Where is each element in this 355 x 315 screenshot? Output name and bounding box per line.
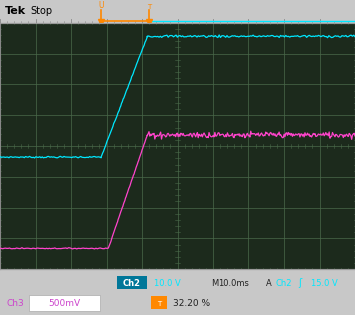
Bar bbox=[29, 295, 100, 311]
Text: 500mV: 500mV bbox=[48, 299, 80, 308]
Text: A: A bbox=[266, 278, 272, 288]
Text: Tek: Tek bbox=[5, 6, 26, 16]
Text: Stop: Stop bbox=[30, 6, 52, 16]
Text: M: M bbox=[211, 278, 218, 288]
Bar bbox=[117, 276, 147, 289]
Text: T: T bbox=[147, 3, 151, 9]
Text: 10.0ms: 10.0ms bbox=[218, 278, 249, 288]
Text: U: U bbox=[98, 1, 104, 9]
Text: ʃ: ʃ bbox=[298, 278, 301, 288]
Text: 15.0 V: 15.0 V bbox=[311, 278, 337, 288]
Bar bbox=[151, 296, 167, 309]
Text: T: T bbox=[157, 301, 161, 306]
Text: Ch2: Ch2 bbox=[275, 278, 291, 288]
Text: Ch3: Ch3 bbox=[6, 299, 24, 308]
Text: 10.0 V: 10.0 V bbox=[154, 278, 181, 288]
Text: 32.20 %: 32.20 % bbox=[173, 299, 211, 308]
Text: Ch2: Ch2 bbox=[123, 278, 141, 288]
